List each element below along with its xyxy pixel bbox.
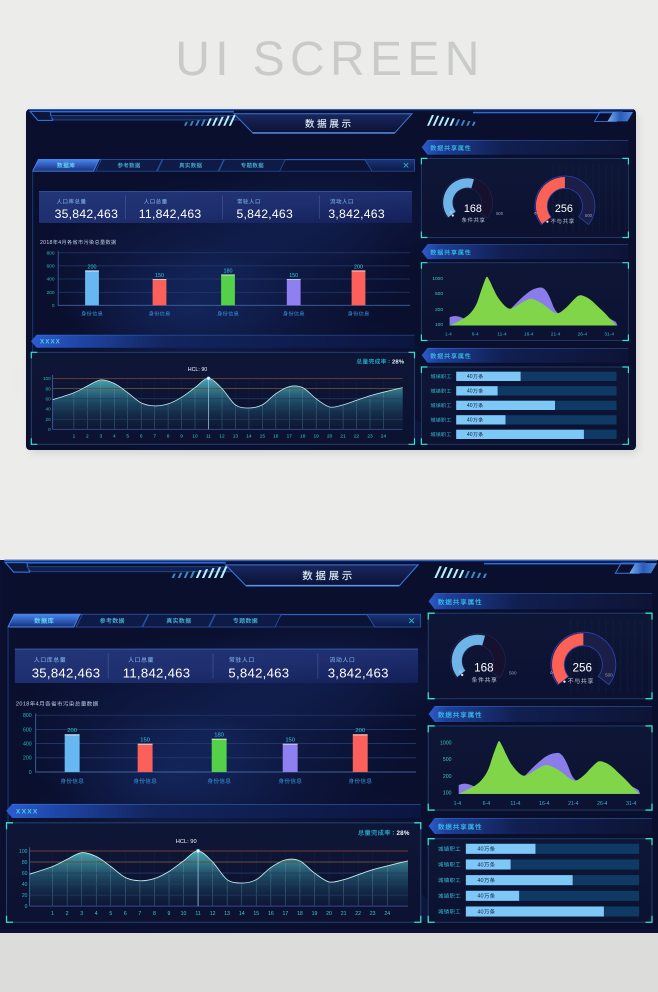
svg-text:UI SCREEN: UI SCREEN: [175, 33, 485, 86]
